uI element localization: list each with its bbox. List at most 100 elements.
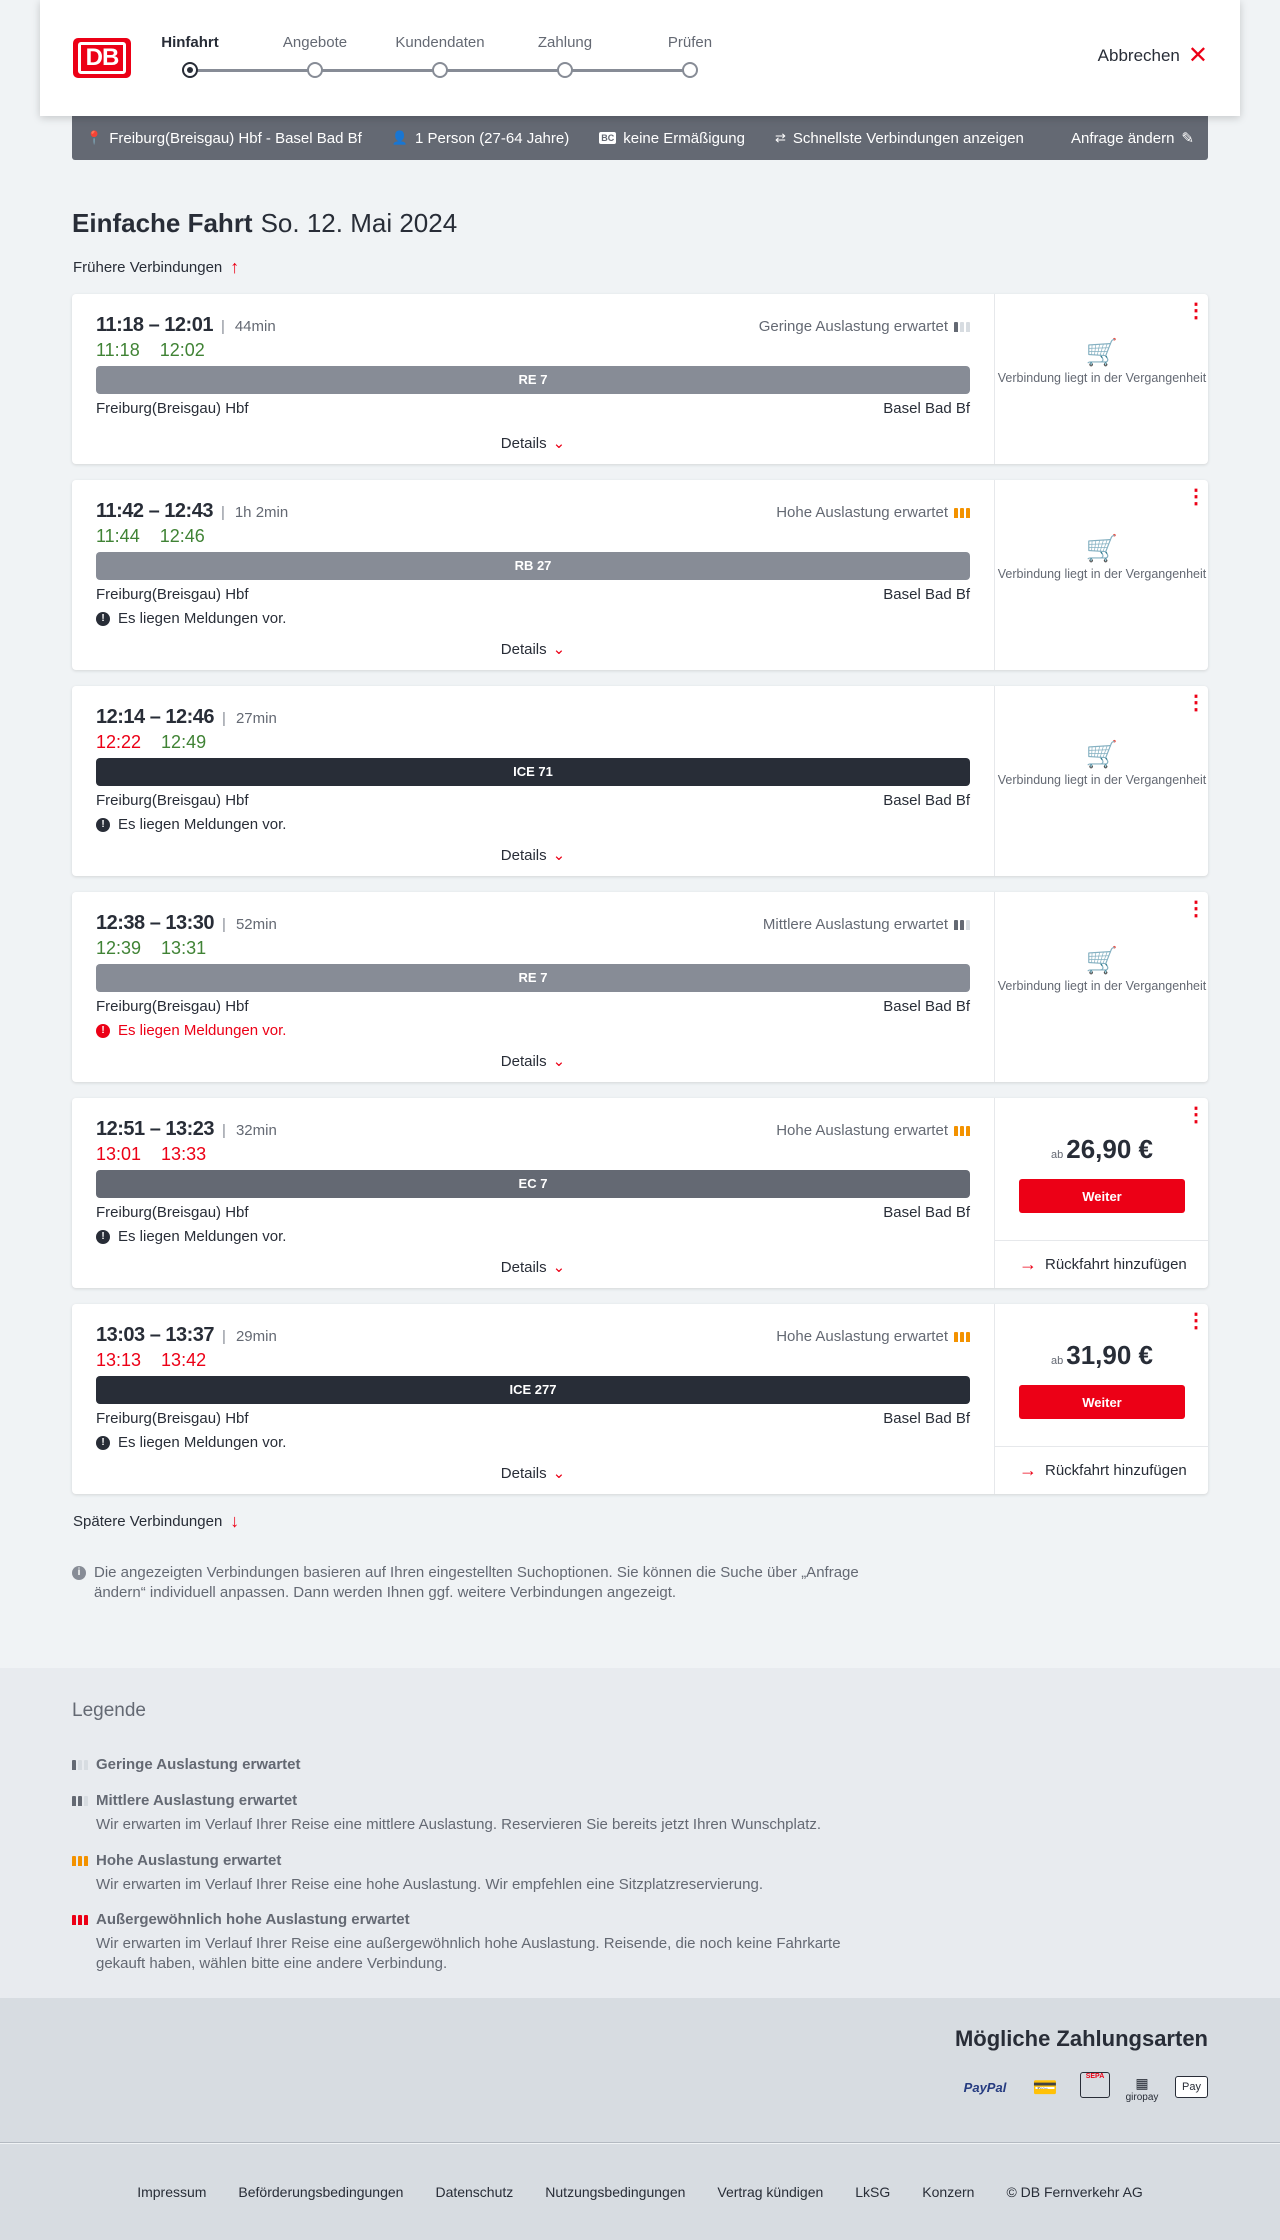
paypal-label: PayPal — [963, 2079, 1007, 2095]
alert-icon: ! — [96, 1023, 110, 1038]
train-bar[interactable]: RB 27 — [96, 552, 970, 580]
legend: Legende Geringe Auslastung erwartet Mittle… — [0, 1668, 1280, 1998]
persons: 1 Person (27-64 Jahre) — [414, 129, 570, 147]
connection-card: 12:38 – 13:30 52min 12:39 13:31 Mittlere Au… — [72, 892, 1208, 1082]
trip-type: Einfache Fahrt — [72, 208, 253, 238]
step-0: Hinfahrt — [140, 34, 240, 78]
step-label: Hinfahrt — [161, 34, 219, 51]
train-bar[interactable]: RE 7 — [96, 964, 970, 992]
step-dot — [182, 62, 198, 78]
footer-link[interactable]: LkSG — [855, 2184, 891, 2200]
cancel-button[interactable]: Abbrechen ✕ — [1097, 44, 1208, 68]
realtime-arrival: 13:31 — [161, 938, 207, 958]
footer-link[interactable]: Konzern — [922, 2184, 975, 2200]
duration: 29min — [222, 1328, 277, 1345]
continue-button[interactable]: Weiter — [1019, 1385, 1185, 1419]
train-bar[interactable]: ICE 277 — [96, 1376, 970, 1404]
legend-item-text: Wir erwarten im Verlauf Ihrer Reise eine… — [96, 1935, 841, 1972]
later-connections-link[interactable]: Spätere Verbindungen ↓ — [73, 1511, 239, 1532]
details-toggle[interactable]: Details ⌄ — [96, 1258, 970, 1276]
alert-icon: ! — [96, 817, 110, 832]
more-options-icon[interactable]: ⋮ — [1186, 692, 1206, 714]
footer-link[interactable]: Beförderungsbedingungen — [238, 2184, 404, 2200]
arrival-station: Basel Bad Bf — [883, 792, 970, 809]
more-options-icon[interactable]: ⋮ — [1186, 898, 1206, 920]
return-label: Rückfahrt hinzufügen — [1045, 1256, 1187, 1273]
footer-link[interactable]: Nutzungsbedingungen — [545, 2184, 686, 2200]
departure-station: Freiburg(Breisgau) Hbf — [96, 586, 249, 603]
alert-icon: ! — [96, 1229, 110, 1244]
details-label: Details — [500, 1259, 547, 1276]
add-return-button[interactable]: → Rückfahrt hinzufügen — [995, 1446, 1209, 1494]
footer-link[interactable]: Vertrag kündigen — [717, 2184, 824, 2200]
train-bar[interactable]: RE 7 — [96, 366, 970, 394]
departure-station: Freiburg(Breisgau) Hbf — [96, 792, 249, 809]
arrival-station: Basel Bad Bf — [883, 1410, 970, 1427]
chevron-down-icon: ⌄ — [552, 847, 566, 864]
step-label: Angebote — [282, 34, 348, 51]
past-label: Verbindung liegt in der Vergangenheit — [997, 773, 1207, 787]
step-dot — [557, 62, 573, 78]
continue-button[interactable]: Weiter — [1019, 1179, 1185, 1213]
more-options-icon[interactable]: ⋮ — [1186, 486, 1206, 508]
details-toggle[interactable]: Details ⌄ — [96, 846, 970, 864]
realtime-departure: 12:39 — [96, 938, 142, 958]
realtime-departure: 13:13 — [96, 1350, 142, 1370]
add-return-button[interactable]: → Rückfahrt hinzufügen — [995, 1240, 1209, 1288]
occupancy-icon — [954, 1125, 970, 1136]
discount: keine Ermäßigung — [623, 129, 745, 147]
connection-card: 13:03 – 13:37 29min 13:13 13:42 Hohe Auslas… — [72, 1304, 1209, 1494]
occupancy-icon — [954, 1331, 970, 1342]
footer-link[interactable]: Impressum — [137, 2184, 207, 2200]
realtime-departure: 11:44 — [96, 526, 140, 546]
details-toggle[interactable]: Details ⌄ — [96, 1052, 970, 1070]
price: ab 31,90 € — [995, 1340, 1209, 1371]
info-icon: i — [72, 1566, 86, 1580]
departure-station: Freiburg(Breisgau) Hbf — [96, 400, 249, 417]
more-options-icon[interactable]: ⋮ — [1186, 300, 1206, 322]
change-request-button[interactable]: Anfrage ändern ✎ — [1071, 129, 1194, 148]
realtime: 13:01 13:33 — [96, 1144, 206, 1165]
step-2: Kundendaten — [390, 34, 490, 78]
step-4: Prüfen — [640, 34, 740, 78]
occupancy: Hohe Auslastung erwartet — [776, 1328, 970, 1345]
message-text: Es liegen Meldungen vor. — [118, 816, 287, 833]
realtime-arrival: 13:33 — [161, 1144, 207, 1164]
occupancy-label: Geringe Auslastung erwartet — [758, 318, 948, 335]
trip-date: So. 12. Mai 2024 — [260, 208, 458, 238]
train-bar[interactable]: ICE 71 — [96, 758, 970, 786]
more-options-icon[interactable]: ⋮ — [1186, 1310, 1206, 1332]
legend-item-title: Hohe Auslastung erwartet — [96, 1852, 282, 1869]
more-options-icon[interactable]: ⋮ — [1186, 1104, 1206, 1126]
realtime: 13:13 13:42 — [96, 1350, 206, 1371]
occupancy-icon — [72, 1855, 88, 1866]
train-bar[interactable]: EC 7 — [96, 1170, 970, 1198]
details-toggle[interactable]: Details ⌄ — [96, 640, 970, 658]
scheduled-times: 11:42 – 12:43 1h 2min — [96, 500, 288, 523]
cart-unavailable-icon: 🛒 — [1085, 337, 1119, 367]
details-label: Details — [500, 1465, 547, 1482]
legend-item: Außergewöhnlich hohe Auslastung erwartet… — [72, 1911, 872, 1974]
location-pin-icon: 📍 — [86, 130, 103, 145]
chevron-down-icon: ⌄ — [552, 1053, 566, 1070]
cancel-label: Abbrechen — [1097, 46, 1180, 65]
earlier-label: Frühere Verbindungen — [73, 259, 223, 276]
arrival-station: Basel Bad Bf — [883, 400, 970, 417]
details-toggle[interactable]: Details ⌄ — [96, 1464, 970, 1482]
footer-link[interactable]: Datenschutz — [435, 2184, 514, 2200]
arrival-station: Basel Bad Bf — [883, 586, 970, 603]
step-label: Kundendaten — [395, 34, 485, 51]
payment-methods: Mögliche Zahlungsarten PayPal 💳 SEPA ▦ gi… — [0, 1998, 1280, 2143]
earlier-connections-link[interactable]: Frühere Verbindungen ↑ — [73, 257, 239, 278]
arrow-up-icon: ↑ — [230, 257, 240, 277]
details-toggle[interactable]: Details ⌄ — [96, 434, 970, 452]
messages-notice: ! Es liegen Meldungen vor. — [96, 1434, 286, 1451]
bahncard-icon: BC — [599, 132, 617, 144]
alert-icon: ! — [96, 611, 110, 626]
realtime-arrival: 13:42 — [161, 1350, 207, 1370]
occupancy-icon — [954, 919, 970, 930]
info-note: i Die angezeigten Verbindungen basieren a… — [72, 1563, 872, 1603]
info-text: Die angezeigten Verbindungen basieren au… — [94, 1564, 859, 1601]
step-dot — [682, 62, 698, 78]
db-logo[interactable]: DB — [73, 38, 131, 78]
